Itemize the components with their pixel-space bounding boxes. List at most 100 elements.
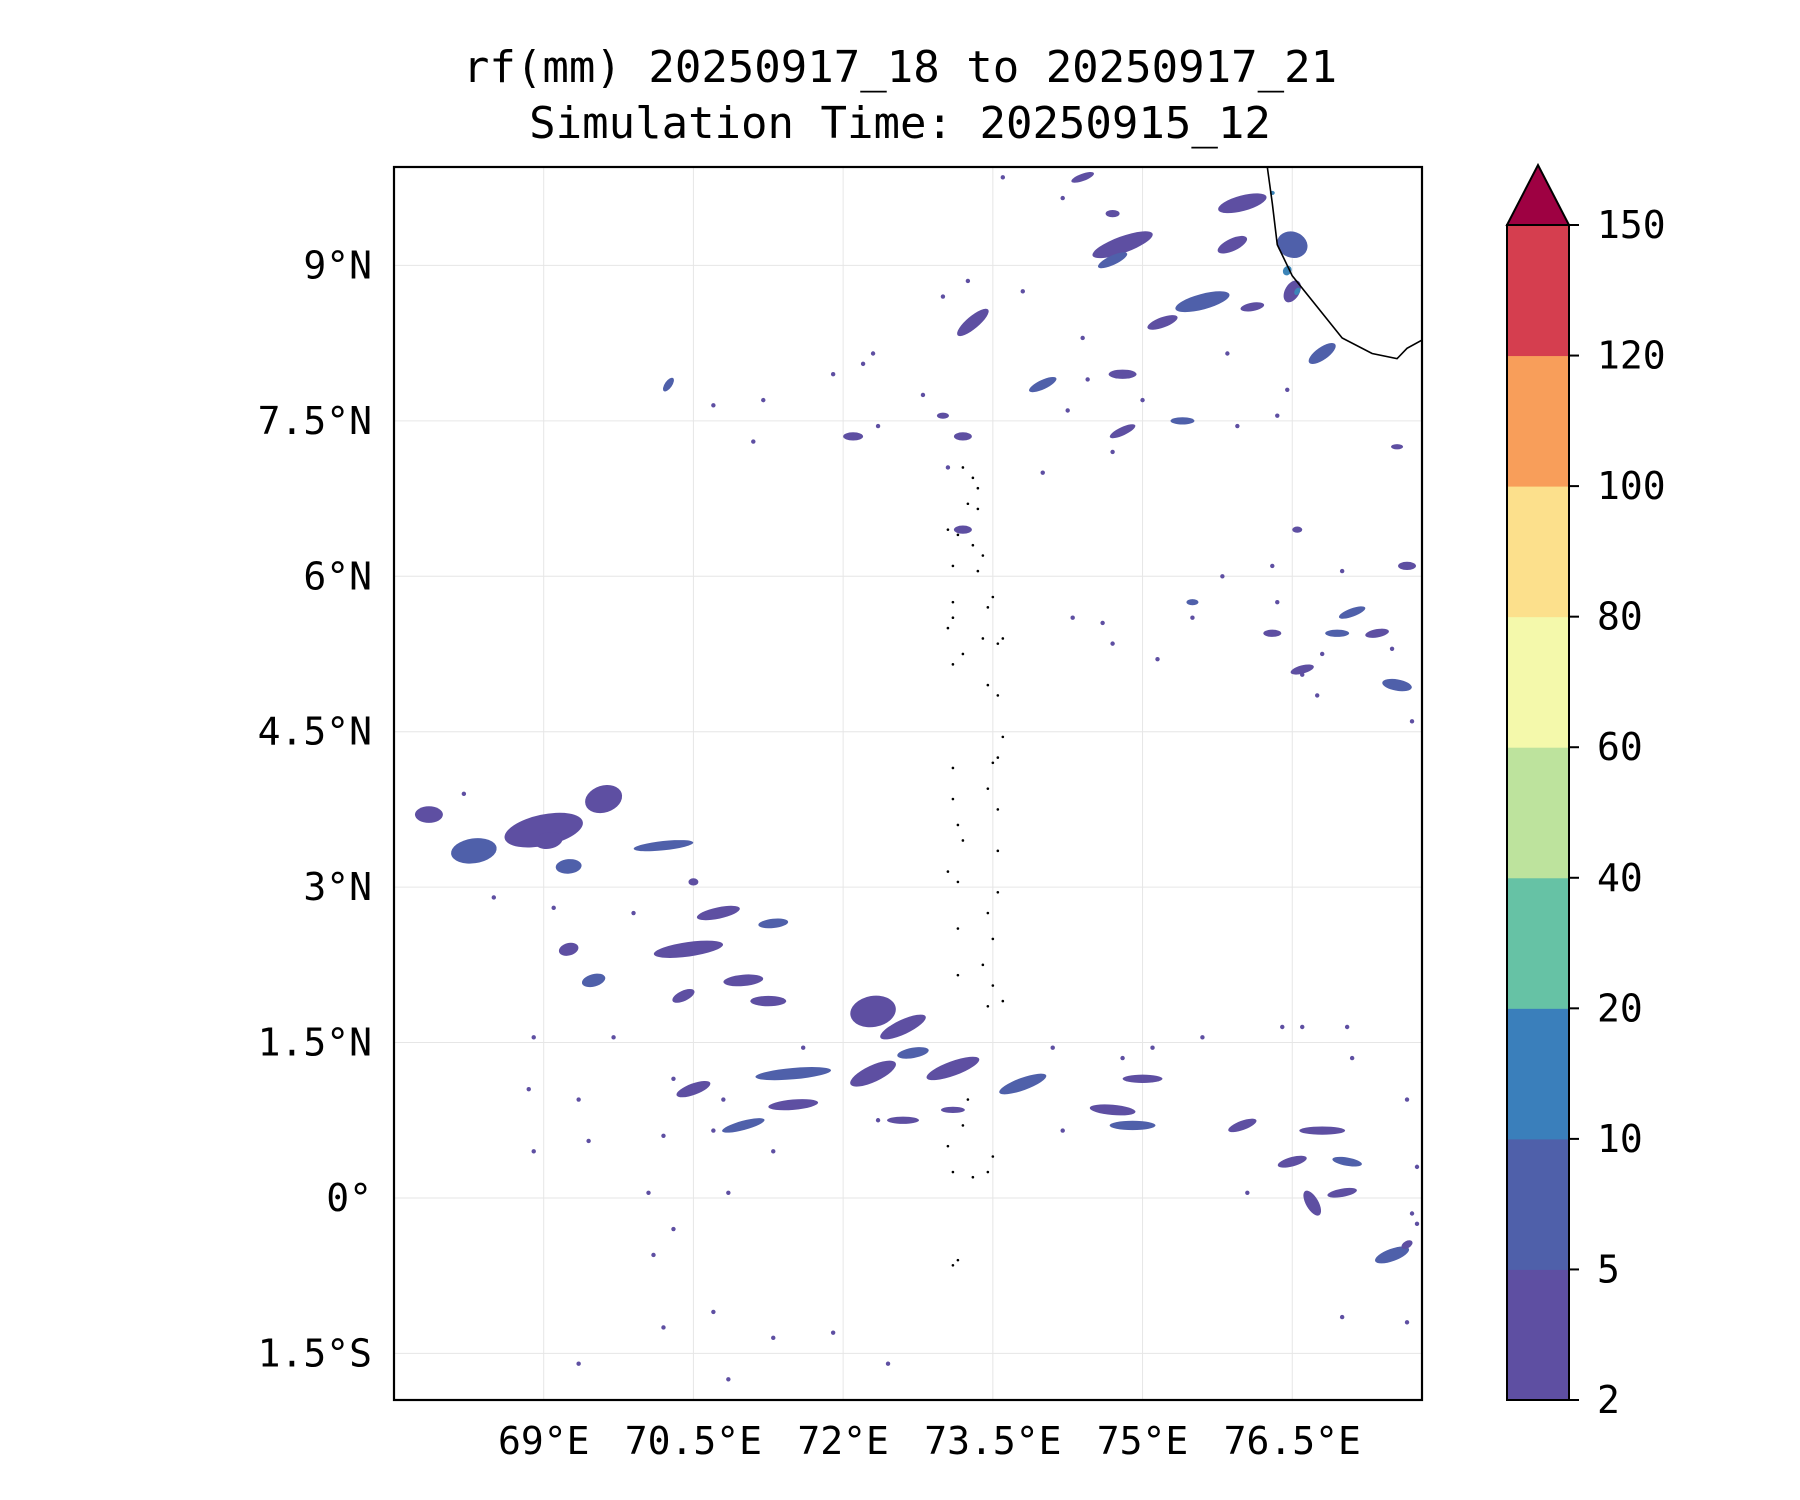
rain-cell [722,1118,765,1133]
rain-speck [1085,377,1090,382]
rain-cell [534,831,563,850]
coastlines [946,167,1422,1267]
lat-tick-label: 7.5°N [258,399,372,443]
rain-speck [830,372,836,377]
rain-speck [1245,1190,1250,1195]
rain-speck [1020,289,1025,294]
rain-cell [1029,376,1057,393]
rain-speck [551,905,556,911]
rain-speck [1050,1045,1055,1050]
rain-speck [631,910,636,916]
rain-speck [801,1045,806,1050]
rain-cell [676,1081,711,1098]
rain-speck [1120,1055,1125,1061]
rain-cell [723,974,764,987]
rain-speck [611,1035,616,1040]
lat-tick-label: 4.5°N [258,710,372,754]
rain-speck [576,1097,581,1102]
rain-speck [531,1035,536,1040]
atoll-dot [986,1004,990,1008]
atoll-dot [1001,735,1005,739]
rain-cell [1071,172,1094,183]
colorbar-segment [1507,877,1569,1009]
atoll-dot [976,507,980,511]
rain-speck [1285,387,1290,392]
rain-speck [1040,470,1045,475]
colorbar-label: 2 [1597,1378,1620,1422]
rain-cell [558,942,579,956]
rain-cell [850,1060,896,1087]
rain-speck [940,294,946,299]
atoll-dot [986,787,990,790]
lat-tick-label: 0° [326,1176,372,1220]
rain-speck [1339,1314,1345,1320]
latitude-tick-labels: 9°N 7.5°N 6°N 4.5°N 3°N 1.5°N 0° 1.5°S [258,243,372,1375]
rain-speck [1275,413,1280,418]
rain-speck [1300,672,1305,677]
rain-cell [1092,231,1153,259]
rain-cell [1105,209,1120,218]
rain-cell [1109,424,1136,439]
rainfall-shading [414,172,1420,1382]
atoll-dot [991,984,995,987]
atoll-dot [951,564,955,568]
atoll-dot [956,973,960,977]
rain-speck [726,1190,731,1195]
rain-cell [581,973,606,988]
rain-cell [1186,599,1199,606]
rain-cell [750,995,787,1007]
rain-speck [576,1361,581,1366]
atoll-dot [996,890,1000,894]
rain-cell [1217,235,1248,254]
rain-speck [1300,1024,1305,1030]
atoll-dot [971,476,975,480]
atoll-dot [996,808,1000,811]
atoll-dot [951,663,955,666]
rain-cell [1240,302,1265,312]
chart-subtitle: Simulation Time: 20250915_12 [529,98,1271,149]
colorbar-segment [1507,486,1569,618]
colorbar-label: 40 [1597,856,1643,900]
rain-cell [1308,343,1336,364]
rain-speck [526,1086,531,1092]
rain-speck [1270,563,1275,569]
rain-speck [860,361,866,367]
rain-cell [1283,280,1301,303]
atoll-dot [951,797,955,801]
rain-cell [755,1067,832,1081]
rain-speck [1235,423,1240,429]
lat-tick-label: 1.5°N [258,1021,372,1065]
rain-speck [1155,656,1160,662]
atoll-dot [946,1144,950,1148]
atoll-dot [971,1175,975,1179]
atoll-dot [956,1258,960,1262]
lon-tick-label: 73.5°E [924,1419,1061,1463]
rain-cell [585,784,623,814]
rain-speck [531,1149,536,1154]
atoll-dot [1001,999,1005,1003]
atoll-dot [991,761,995,765]
rain-cell [653,940,724,958]
rain-cell [1263,629,1282,637]
colorbar-segment [1507,1138,1569,1270]
rain-speck [1344,1024,1350,1030]
colorbar-label: 120 [1597,334,1666,378]
colorbar-label: 150 [1597,203,1666,247]
rain-speck [586,1138,591,1144]
rain-cell [672,989,695,1003]
lat-tick-label: 1.5°S [258,1331,372,1375]
rain-cell [1398,561,1417,571]
atoll-dot [966,502,970,506]
rain-cell [1147,315,1178,330]
colorbar-label: 10 [1597,1117,1643,1161]
rain-speck [1065,408,1070,413]
colorbar-segment [1507,747,1569,879]
atoll-dot [956,823,960,827]
rain-speck [1190,615,1195,620]
rain-speck [1280,1024,1285,1030]
atoll-dot [956,533,960,537]
rain-cell [897,1047,929,1059]
india-coastline [1266,167,1422,360]
rain-cell [1401,1240,1413,1249]
